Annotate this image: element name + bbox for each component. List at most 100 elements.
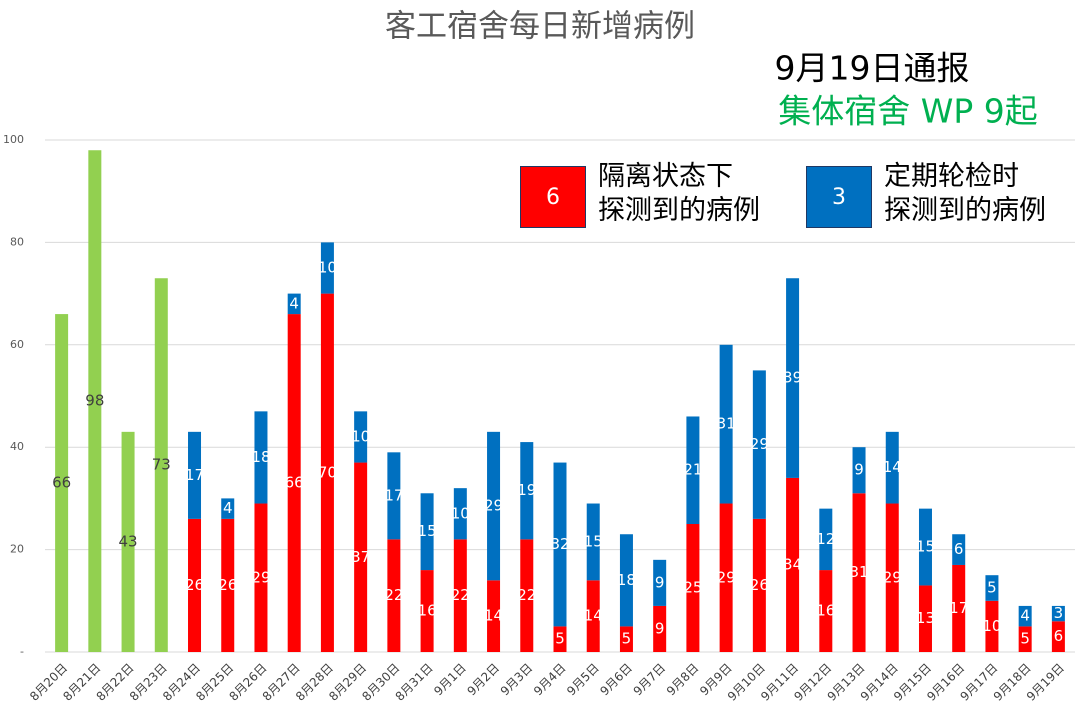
bar [885, 503, 899, 652]
bar [520, 442, 534, 540]
bar [254, 411, 268, 504]
bar [420, 570, 434, 652]
x-tick-label: 9月2日 [464, 661, 502, 699]
data-label: 29 [717, 568, 736, 586]
bar [354, 411, 368, 463]
data-label: 5 [987, 579, 997, 597]
x-tick-label: 9月19日 [1024, 661, 1067, 704]
annotation: 9月19日通报 [775, 49, 970, 88]
y-tick-label: - [20, 645, 24, 658]
bar [553, 462, 567, 627]
bar [487, 431, 501, 581]
data-label: 12 [816, 530, 835, 548]
bar [121, 431, 135, 652]
data-label: 25 [683, 579, 702, 597]
data-label: 31 [849, 563, 868, 581]
data-label: 34 [783, 555, 802, 573]
data-label: 66 [52, 474, 71, 492]
x-tick-label: 9月7日 [631, 661, 669, 699]
data-label: 4 [289, 294, 299, 312]
bar [1051, 621, 1065, 652]
bar [752, 518, 766, 652]
data-label: 31 [717, 415, 736, 433]
bar [985, 600, 999, 652]
data-label: 26 [218, 576, 237, 594]
bar [686, 416, 700, 524]
data-label: 10 [351, 427, 370, 445]
bar [387, 452, 401, 540]
bar [420, 493, 434, 571]
data-label: 16 [816, 602, 835, 620]
legend-label: 隔离状态下 探测到的病例 [598, 161, 760, 226]
bar [586, 580, 600, 652]
y-tick-label: 40 [10, 440, 24, 453]
bar [786, 477, 800, 652]
x-tick-label: 9月1日 [431, 661, 469, 699]
bar [952, 534, 966, 565]
annotation: 集体宿舍 WP 9起 [778, 92, 1038, 131]
bar [918, 508, 932, 586]
y-tick-label: 60 [10, 338, 24, 351]
x-tick-label: 9月5日 [564, 661, 602, 699]
bar [188, 518, 202, 652]
data-label: 19 [517, 481, 536, 499]
data-label: 21 [683, 461, 702, 479]
data-label: 5 [622, 630, 632, 648]
bar [320, 242, 334, 294]
data-label: 17 [185, 466, 204, 484]
bar [719, 344, 733, 504]
bar [619, 626, 633, 652]
bar [918, 585, 932, 652]
data-label: 22 [451, 586, 470, 604]
bar [653, 605, 667, 652]
data-label: 18 [251, 448, 270, 466]
data-label: 15 [916, 538, 935, 556]
data-label: 26 [750, 576, 769, 594]
bar [852, 493, 866, 652]
data-label: 22 [384, 586, 403, 604]
data-label: 10 [982, 617, 1001, 635]
data-label: 66 [285, 474, 304, 492]
bar [320, 293, 334, 652]
data-label: 29 [750, 435, 769, 453]
data-label: 73 [152, 456, 171, 474]
data-label: 29 [251, 568, 270, 586]
x-tick-label: 9月4日 [531, 661, 569, 699]
data-label: 4 [1020, 607, 1030, 625]
bar [221, 518, 235, 652]
bar [819, 508, 833, 571]
bar [852, 447, 866, 494]
data-label: 22 [517, 586, 536, 604]
y-tick-label: 20 [10, 543, 24, 556]
data-label: 4 [223, 499, 233, 517]
data-label: 15 [584, 532, 603, 550]
bar [719, 503, 733, 652]
bar [487, 580, 501, 652]
bar [819, 570, 833, 652]
bar [188, 431, 202, 519]
bar [653, 559, 667, 606]
legend-swatch: 3 [806, 166, 872, 228]
data-label: 98 [85, 392, 104, 410]
legend-swatch: 6 [520, 166, 586, 228]
bar [55, 314, 69, 652]
bar [287, 314, 301, 652]
bar [586, 503, 600, 581]
bar [88, 150, 102, 653]
data-label: 14 [883, 458, 902, 476]
data-label: 9 [655, 619, 665, 637]
data-label: 32 [550, 535, 569, 553]
bar [520, 539, 534, 652]
bar [354, 462, 368, 652]
data-label: 14 [584, 607, 603, 625]
data-label: 9 [854, 461, 864, 479]
data-label: 43 [119, 532, 138, 550]
bar [453, 488, 467, 540]
data-label: 6 [954, 540, 964, 558]
chart-title: 客工宿舍每日新增病例 [385, 9, 695, 45]
data-label: 17 [384, 486, 403, 504]
bar [985, 575, 999, 601]
data-label: 16 [418, 602, 437, 620]
